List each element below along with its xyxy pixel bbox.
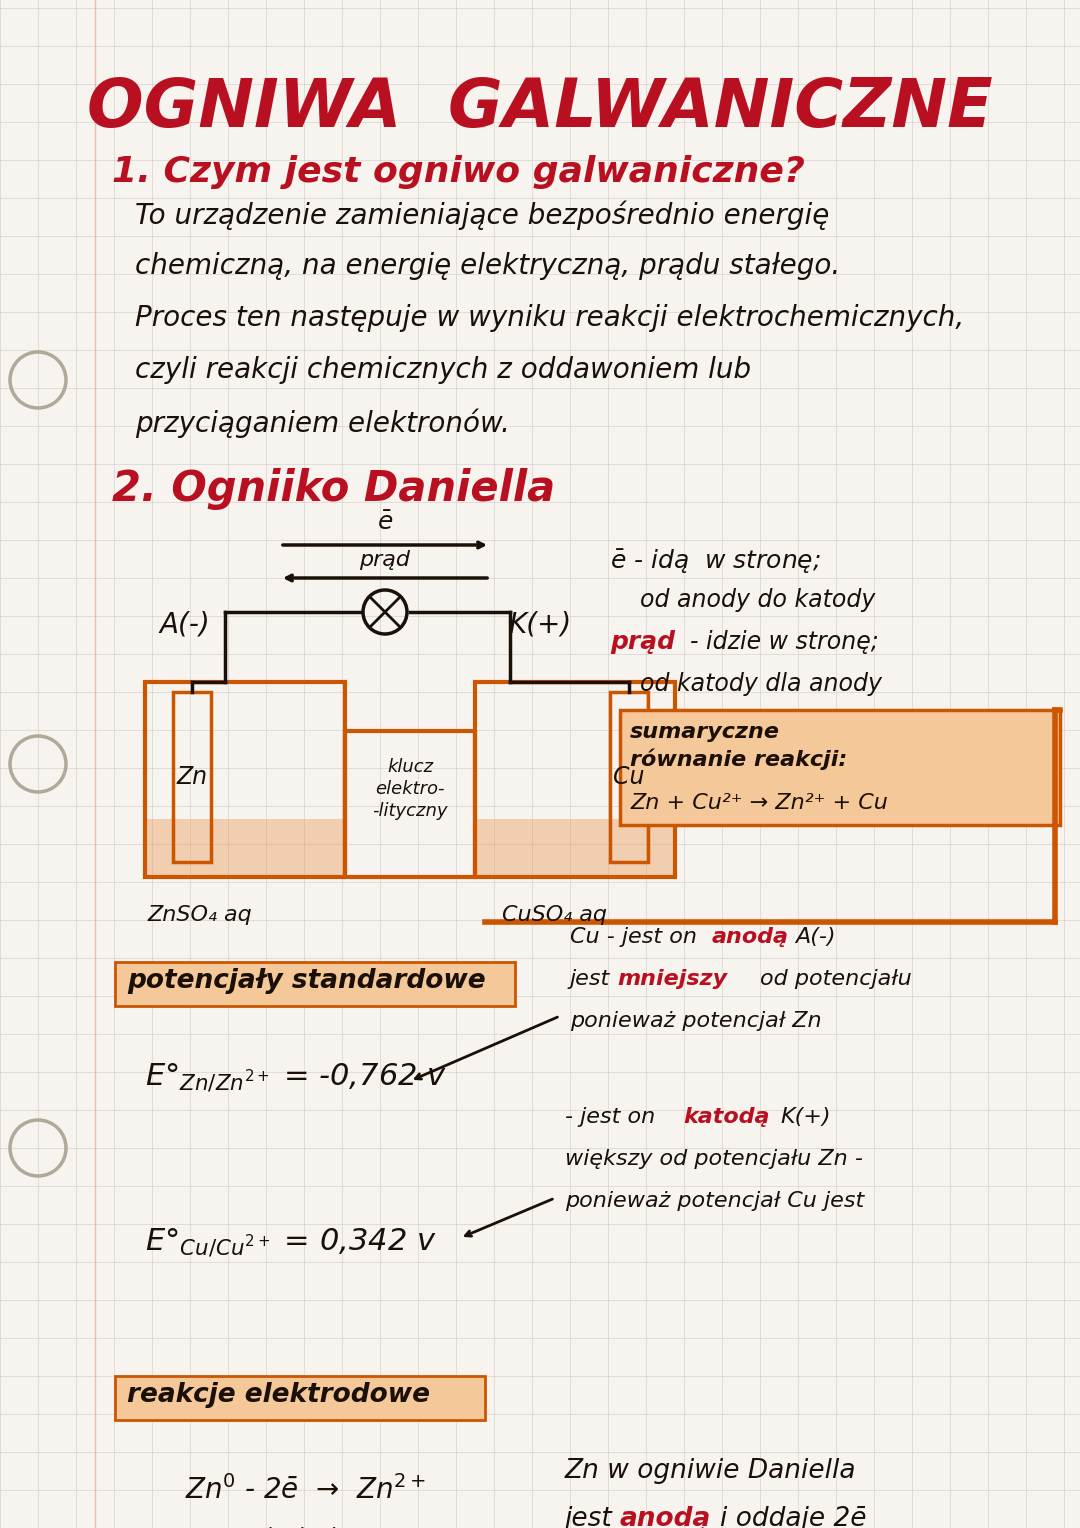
Text: jest: jest: [565, 1507, 621, 1528]
Text: A(-): A(-): [795, 927, 836, 947]
Bar: [145, 819, 345, 877]
Text: - jest on: - jest on: [565, 1106, 662, 1128]
Bar: [610, 692, 648, 862]
Bar: [620, 711, 1059, 825]
Text: Zn: Zn: [176, 766, 207, 788]
Text: 1. Czym jest ogniwo galwaniczne?: 1. Czym jest ogniwo galwaniczne?: [112, 154, 805, 189]
Text: CuSO₄ aq: CuSO₄ aq: [502, 905, 607, 924]
Text: A(-): A(-): [160, 610, 211, 639]
Text: E°$_{Zn/Zn^{2+}}$ = -0,762 v: E°$_{Zn/Zn^{2+}}$ = -0,762 v: [145, 1060, 447, 1093]
Text: sumaryczne
równanie reakcji:: sumaryczne równanie reakcji:: [630, 723, 847, 770]
Bar: [145, 681, 345, 877]
Text: Zn + Cu²⁺ → Zn²⁺ + Cu: Zn + Cu²⁺ → Zn²⁺ + Cu: [630, 793, 888, 813]
Text: Zn w ogniwie Daniella: Zn w ogniwie Daniella: [565, 1458, 856, 1484]
Text: K(+): K(+): [780, 1106, 831, 1128]
Text: anodą: anodą: [620, 1507, 712, 1528]
Text: chemiczną, na energię elektryczną, prądu stałego.: chemiczną, na energię elektryczną, prądu…: [135, 252, 840, 280]
Text: i oddaje 2ē: i oddaje 2ē: [720, 1507, 866, 1528]
Text: reakcje elektrodowe: reakcje elektrodowe: [127, 1381, 430, 1407]
Text: Proces ten następuje w wyniku reakcji elektrochemicznych,: Proces ten następuje w wyniku reakcji el…: [135, 304, 964, 332]
Text: Zn$^0$ - 2ē  →  Zn$^{2+}$: Zn$^0$ - 2ē → Zn$^{2+}$: [185, 1475, 426, 1505]
Text: Cu: Cu: [613, 766, 645, 788]
Text: anodą: anodą: [712, 927, 789, 947]
Text: ZnSO₄ aq: ZnSO₄ aq: [148, 905, 253, 924]
Text: większy od potencjału Zn -: większy od potencjału Zn -: [565, 1149, 863, 1169]
Text: jest: jest: [570, 969, 618, 989]
Bar: [475, 819, 675, 877]
Text: czyli reakcji chemicznych z oddawoniem lub: czyli reakcji chemicznych z oddawoniem l…: [135, 356, 751, 384]
Text: od anody do katody: od anody do katody: [640, 588, 876, 613]
Text: Cu - jest on: Cu - jest on: [570, 927, 704, 947]
Text: przyciąganiem elektronów.: przyciąganiem elektronów.: [135, 408, 510, 437]
Bar: [114, 1377, 485, 1420]
Text: mniejszy: mniejszy: [617, 969, 727, 989]
Text: OGNIWA  GALWANICZNE: OGNIWA GALWANICZNE: [87, 75, 993, 141]
Bar: [173, 692, 211, 862]
Text: klucz
elektro-
-lityczny: klucz elektro- -lityczny: [373, 758, 448, 821]
Text: od potencjału: od potencjału: [760, 969, 912, 989]
Text: - idzie w stronę;: - idzie w stronę;: [690, 630, 879, 654]
Text: 2. Ogniiko Daniella: 2. Ogniiko Daniella: [112, 468, 555, 510]
Text: To urządzenie zamieniające bezpośrednio energię: To urządzenie zamieniające bezpośrednio …: [135, 200, 829, 229]
Text: $\bar{e}$: $\bar{e}$: [377, 510, 393, 535]
Text: prąd: prąd: [610, 630, 675, 654]
Text: $\bar{e}$ - idą  w stronę;: $\bar{e}$ - idą w stronę;: [610, 549, 821, 576]
Text: katodą: katodą: [683, 1106, 769, 1128]
Text: ponieważ potencjał Zn: ponieważ potencjał Zn: [570, 1012, 822, 1031]
Bar: [345, 730, 475, 877]
Text: E°$_{Cu/Cu^{2+}}$ = 0,342 v: E°$_{Cu/Cu^{2+}}$ = 0,342 v: [145, 1225, 436, 1258]
Text: potencjały standardowe: potencjały standardowe: [127, 969, 486, 995]
Text: K(+): K(+): [509, 610, 571, 639]
Text: prąd: prąd: [360, 550, 410, 570]
Text: ponieważ potencjał Cu jest: ponieważ potencjał Cu jest: [565, 1190, 864, 1212]
Text: od katody dla anody: od katody dla anody: [640, 672, 882, 695]
Bar: [475, 681, 675, 877]
Bar: [114, 963, 515, 1005]
